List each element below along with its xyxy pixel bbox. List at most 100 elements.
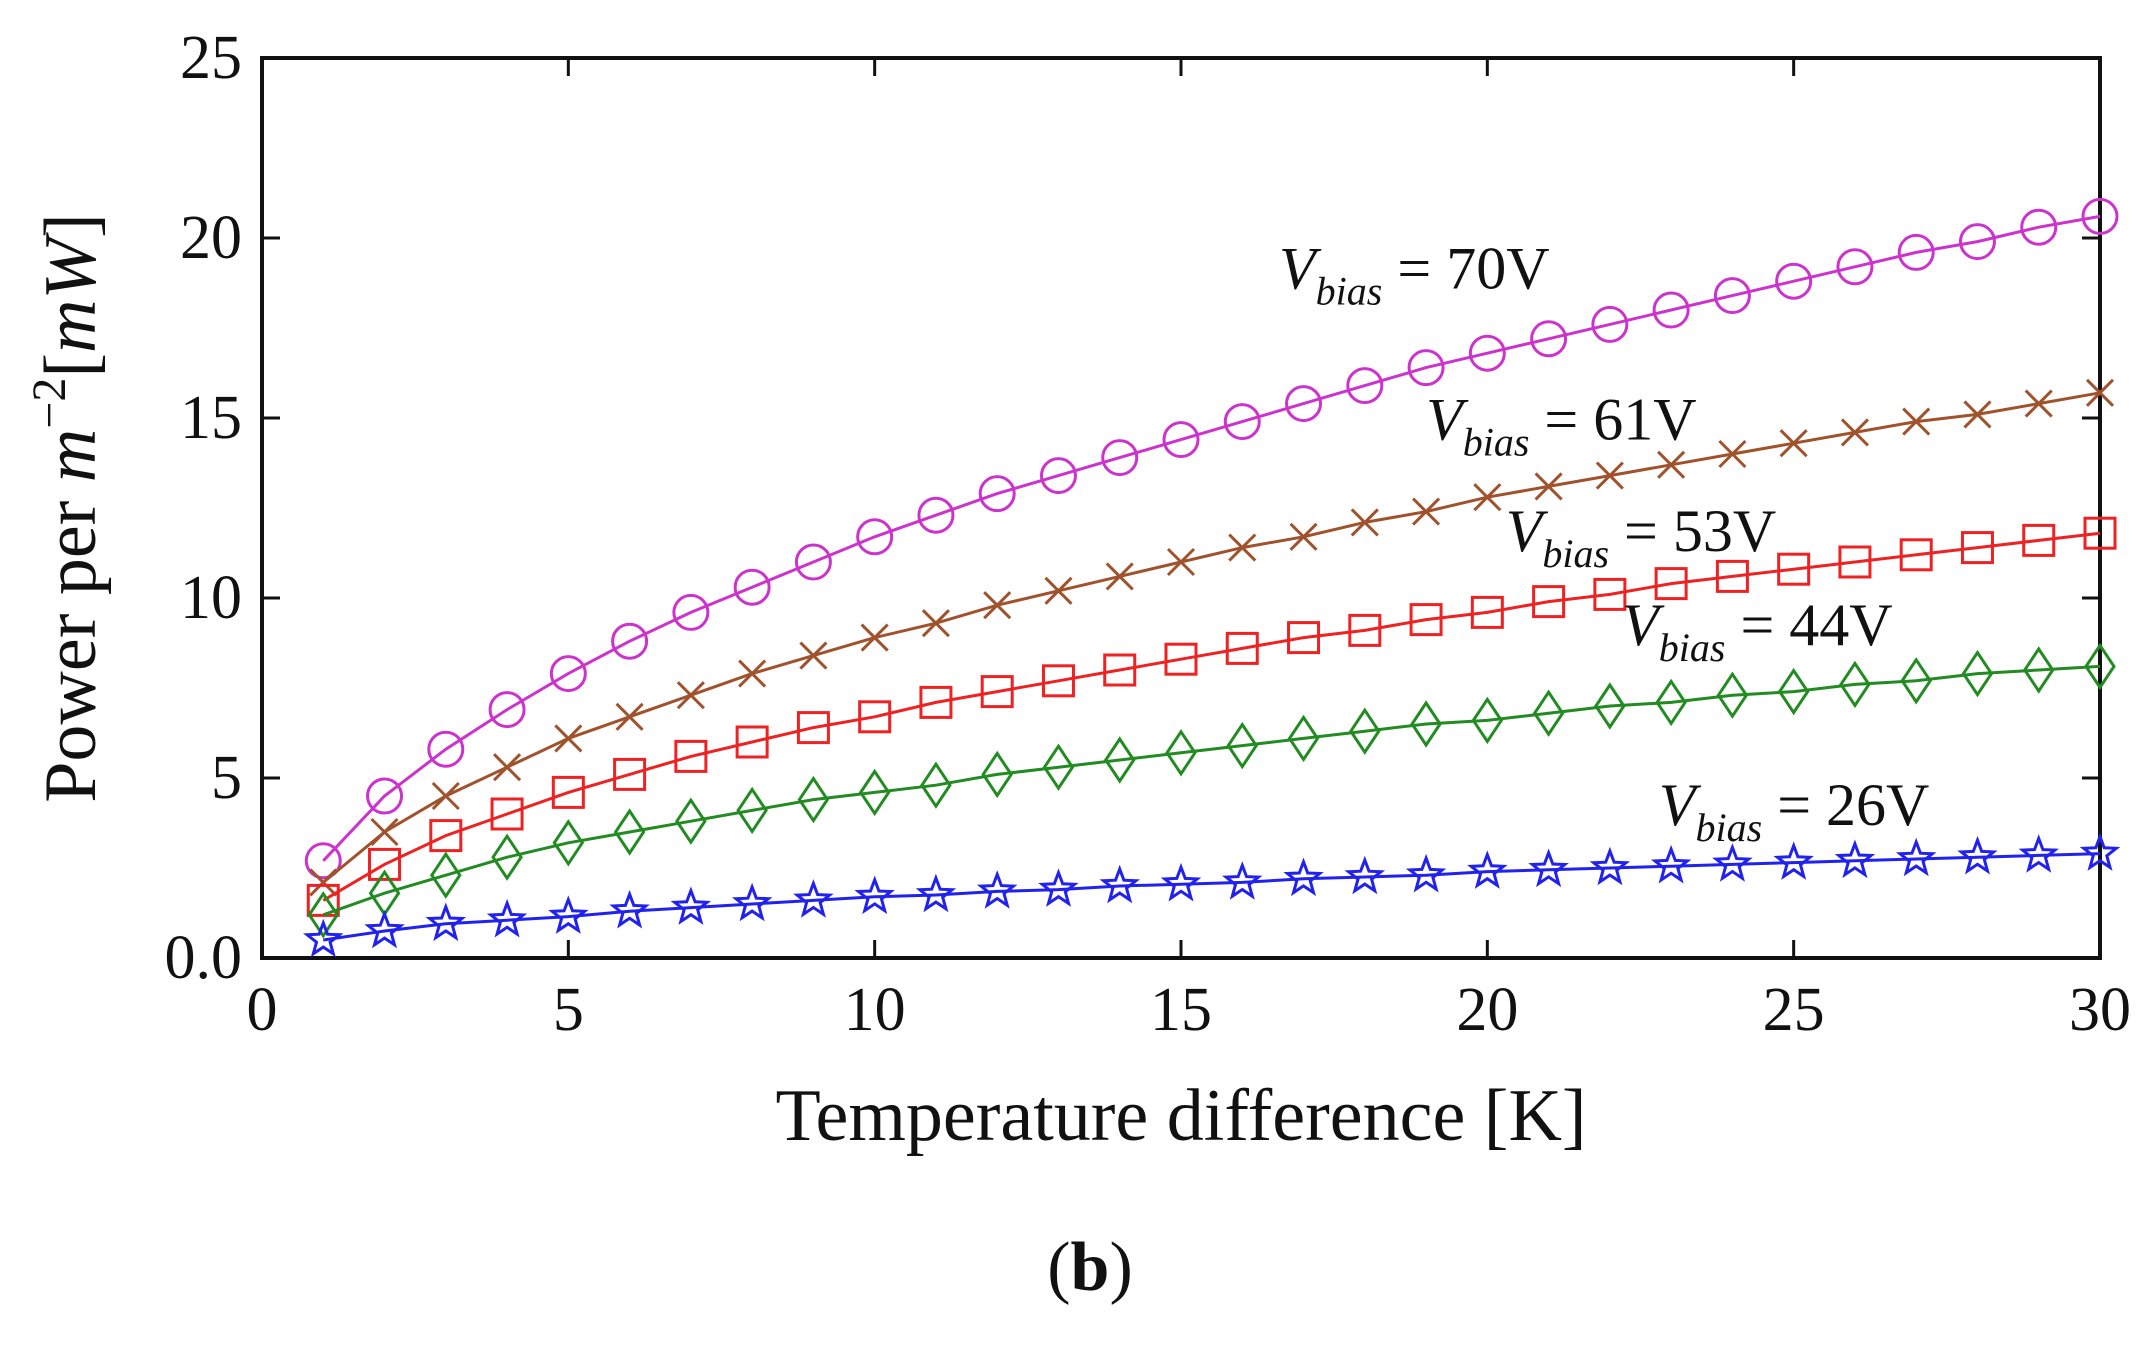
data-point xyxy=(1103,653,1137,687)
data-point xyxy=(1222,861,1263,900)
x-tick-label: 5 xyxy=(553,976,584,1044)
data-point xyxy=(370,817,399,847)
data-point xyxy=(1589,846,1631,886)
axis-ticks: 0 5 10 15 20 25 30 0.0 5 10 15 20 25 xyxy=(165,24,2132,1044)
data-point xyxy=(1654,567,1688,601)
data-point xyxy=(921,609,950,638)
data-point xyxy=(1652,291,1690,329)
data-point xyxy=(976,870,1018,909)
data-point xyxy=(307,891,340,939)
data-point xyxy=(1039,457,1077,495)
data-point xyxy=(1532,585,1566,619)
data-point xyxy=(2084,642,2116,691)
data-point xyxy=(1895,837,1937,877)
data-point xyxy=(611,622,649,660)
data-point xyxy=(733,568,771,606)
data-point xyxy=(670,886,712,925)
data-point xyxy=(1165,729,1197,777)
data-point xyxy=(1834,839,1876,879)
series-star xyxy=(303,832,2121,958)
data-point xyxy=(551,775,585,809)
data-point xyxy=(1226,721,1259,770)
data-point xyxy=(672,593,710,631)
data-point xyxy=(1348,613,1382,647)
data-point xyxy=(1468,334,1506,372)
data-point xyxy=(1657,450,1686,479)
x-tick-label: 0 xyxy=(247,976,278,1044)
data-point xyxy=(429,851,462,899)
data-point xyxy=(1961,649,1994,698)
data-point xyxy=(304,842,342,880)
data-point xyxy=(1716,671,1749,719)
data-point xyxy=(1595,461,1624,490)
data-point xyxy=(1228,533,1257,562)
data-point xyxy=(794,543,832,581)
data-point xyxy=(856,518,894,556)
data-point xyxy=(915,873,957,913)
data-point xyxy=(2085,378,2115,407)
data-point xyxy=(1958,223,1996,261)
series-line xyxy=(322,391,2101,884)
data-point xyxy=(2020,208,2058,246)
data-point xyxy=(488,691,526,729)
series-label: Vbias = 53V xyxy=(1506,498,1777,576)
y-tick-label: 20 xyxy=(180,204,242,272)
panel-label: (b) xyxy=(1047,1229,1133,1306)
data-point xyxy=(1042,743,1075,791)
data-point xyxy=(1836,248,1874,286)
data-point xyxy=(1038,868,1079,907)
x-tick-label: 10 xyxy=(844,976,906,1044)
data-point xyxy=(1289,522,1318,551)
data-point xyxy=(1534,472,1563,501)
data-point xyxy=(1405,853,1447,893)
data-point xyxy=(1410,700,1442,748)
data-point xyxy=(1963,400,1992,429)
data-point xyxy=(1718,439,1747,469)
series-line xyxy=(322,531,2101,902)
data-point xyxy=(1957,835,1998,875)
data-point xyxy=(1777,552,1811,586)
y-tick-label: 0.0 xyxy=(165,924,243,992)
data-point xyxy=(1840,418,1869,447)
data-point xyxy=(736,786,768,835)
data-point xyxy=(981,750,1014,799)
y-tick-label: 25 xyxy=(180,24,242,92)
data-point xyxy=(1713,277,1751,315)
data-point xyxy=(613,757,647,791)
data-point xyxy=(1225,631,1259,665)
data-point xyxy=(1775,262,1813,300)
data-point xyxy=(735,725,769,759)
data-point xyxy=(1099,864,1140,904)
data-point xyxy=(548,895,589,934)
data-point xyxy=(1162,421,1200,459)
data-point xyxy=(552,819,585,867)
data-point xyxy=(431,781,460,811)
data-point xyxy=(425,902,467,942)
data-point xyxy=(1344,855,1386,895)
data-point xyxy=(1350,508,1379,537)
data-point xyxy=(2024,389,2053,418)
data-point xyxy=(1593,577,1627,611)
data-point xyxy=(1223,403,1261,441)
data-point xyxy=(983,591,1012,620)
data-point xyxy=(1712,843,1753,882)
data-point xyxy=(554,724,583,753)
data-point xyxy=(309,868,338,897)
data-point xyxy=(1346,367,1384,405)
data-point xyxy=(1041,664,1075,698)
data-point xyxy=(1105,562,1134,591)
data-point xyxy=(854,875,895,915)
data-point xyxy=(674,739,708,773)
data-point xyxy=(1287,621,1321,655)
data-point xyxy=(2022,646,2055,694)
data-point xyxy=(1160,862,1202,902)
data-point xyxy=(613,808,646,856)
data-point xyxy=(676,681,705,710)
data-point xyxy=(1530,320,1568,358)
data-point xyxy=(980,675,1014,709)
data-point xyxy=(490,797,524,831)
data-point xyxy=(731,882,773,922)
data-point xyxy=(429,819,463,853)
data-point xyxy=(797,775,830,824)
series-label: Vbias = 26V xyxy=(1659,772,1930,850)
